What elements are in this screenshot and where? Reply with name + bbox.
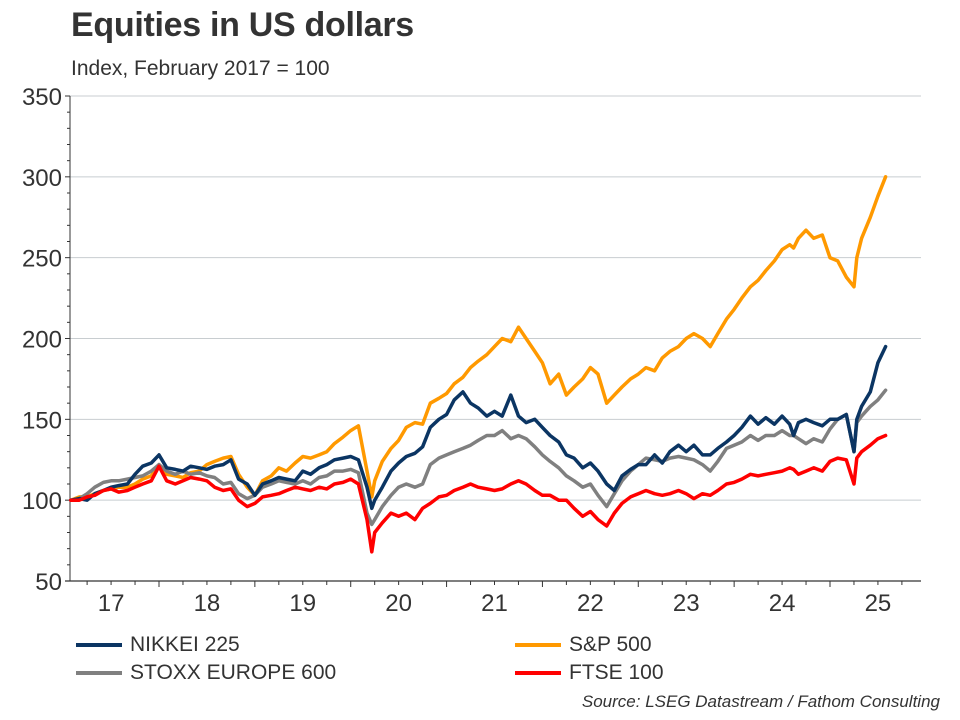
x-tick-label: 17 xyxy=(98,590,125,617)
y-tick-label: 200 xyxy=(22,327,62,354)
legend-swatch-stoxx xyxy=(76,671,122,675)
x-axis: 17 18 19 20 21 22 23 24 25 xyxy=(65,580,921,617)
legend-label-stoxx: STOXX EUROPE 600 xyxy=(130,661,337,684)
source-note: Source: LSEG Datastream / Fathom Consult… xyxy=(581,692,940,711)
y-tick-label: 350 xyxy=(22,84,62,111)
series-line-nikkei-225 xyxy=(69,344,888,511)
chart-title: Equities in US dollars xyxy=(71,6,414,44)
x-tick-label: 24 xyxy=(769,590,796,617)
legend-item-nikkei: NIKKEI 225 xyxy=(76,633,240,657)
legend-item-sp500: S&P 500 xyxy=(515,633,652,657)
y-tick-label: 300 xyxy=(22,165,62,192)
x-tick-label: 21 xyxy=(481,590,508,617)
legend-swatch-ftse xyxy=(515,671,561,675)
x-tick-label: 25 xyxy=(865,590,892,617)
y-tick-label: 100 xyxy=(22,488,62,515)
x-tick-label: 19 xyxy=(289,590,316,617)
legend-item-stoxx: STOXX EUROPE 600 xyxy=(76,661,336,685)
legend-label-sp500: S&P 500 xyxy=(569,633,652,656)
y-tick-label: 50 xyxy=(35,569,62,596)
series-line-s-p-500 xyxy=(69,175,888,502)
series-line-ftse-100 xyxy=(69,433,888,554)
y-tick-label: 150 xyxy=(22,407,62,434)
x-tick-label: 18 xyxy=(194,590,221,617)
series-line-stoxx-europe-600 xyxy=(69,388,888,527)
x-tick-label: 20 xyxy=(385,590,412,617)
legend-label-ftse: FTSE 100 xyxy=(569,661,664,684)
gridlines xyxy=(70,95,921,501)
x-tick-label: 22 xyxy=(577,590,604,617)
series-lines xyxy=(69,175,888,554)
y-tick-label: 250 xyxy=(22,246,62,273)
legend-label-nikkei: NIKKEI 225 xyxy=(130,633,240,656)
y-axis: 50 100 150 200 250 300 350 xyxy=(22,84,71,596)
legend-swatch-sp500 xyxy=(515,643,561,647)
legend-swatch-nikkei xyxy=(76,643,122,647)
chart-subtitle: Index, February 2017 = 100 xyxy=(71,57,330,80)
legend-item-ftse: FTSE 100 xyxy=(515,661,664,685)
x-tick-label: 23 xyxy=(673,590,700,617)
